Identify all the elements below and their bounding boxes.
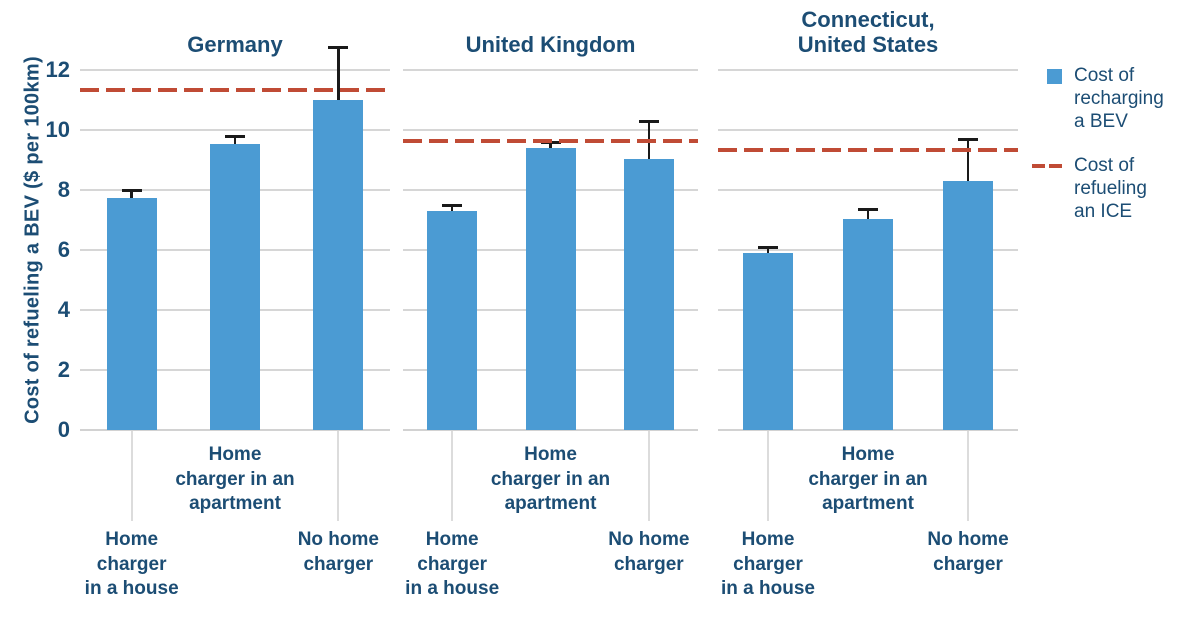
category-label: No home charger — [608, 529, 690, 575]
y-tick-label: 10 — [45, 117, 70, 142]
category-label: Home charger in an apartment — [175, 444, 295, 514]
ice-refuel-cost-line — [403, 138, 698, 143]
bev-cost-bar — [843, 218, 893, 430]
panel-title: Connecticut, United States — [797, 7, 939, 57]
bev-cost-bar — [943, 181, 993, 430]
bev-cost-bar — [106, 197, 157, 430]
x-axis-baseline — [80, 429, 390, 431]
legend: Cost of recharging a BEV Cost of refueli… — [1032, 64, 1200, 223]
error-bar-cap — [958, 137, 978, 141]
error-bar-stem — [233, 136, 237, 144]
bev-cost-bar — [525, 148, 576, 430]
category-tick — [647, 431, 650, 521]
error-bar-stem — [866, 209, 870, 219]
error-bar-cap — [121, 188, 142, 192]
y-tick-label: 4 — [57, 297, 70, 322]
error-bar-stem — [549, 142, 552, 148]
y-tick-label: 0 — [57, 417, 70, 442]
gridline — [403, 69, 698, 71]
legend-swatch-column — [1032, 154, 1062, 168]
error-bar-stem — [966, 139, 970, 181]
bev-cost-bar — [743, 253, 793, 430]
category-label: Home charger in an apartment — [808, 444, 928, 514]
category-tick — [967, 431, 969, 521]
category-tick — [767, 431, 769, 521]
legend-item-ice: Cost of refueling an ICE — [1032, 154, 1200, 223]
y-axis-ticks: 0 2 4 6 8 10 12 — [0, 0, 72, 628]
category-tick — [337, 431, 340, 521]
error-bar-stem — [766, 247, 770, 253]
panel-2: United Kingdom Home charger in an apartme… — [403, 0, 698, 628]
panel-title: Germany — [187, 32, 283, 57]
gridline — [80, 129, 390, 131]
category-tick — [130, 431, 133, 521]
error-bar-stem — [130, 190, 133, 198]
category-tick — [451, 431, 454, 521]
category-label: No home charger — [297, 529, 379, 575]
gridline — [718, 69, 1018, 71]
gridline — [403, 129, 698, 131]
gridline — [718, 189, 1018, 191]
bev-cost-bar — [623, 158, 674, 430]
gridline — [718, 129, 1018, 131]
error-bar-stem — [337, 47, 340, 100]
error-bar-cap — [858, 208, 878, 211]
y-tick-label: 2 — [57, 357, 70, 382]
error-bar-stem — [450, 205, 454, 211]
panel-1: Germany Home charger in an apartment Home … — [80, 0, 390, 628]
x-axis-baseline — [403, 429, 698, 431]
error-bar-cap — [758, 245, 778, 249]
category-label: Home charger in a house — [405, 529, 500, 599]
bev-cost-bar — [210, 143, 260, 430]
error-bar-cap — [638, 119, 659, 123]
ice-refuel-cost-line — [718, 147, 1018, 152]
gridline — [80, 69, 390, 71]
error-bar-cap — [225, 134, 245, 138]
y-tick-label: 8 — [57, 177, 70, 202]
x-axis-baseline — [718, 429, 1018, 431]
ice-refuel-cost-line — [80, 87, 390, 92]
bev-cost-bar — [427, 211, 478, 430]
bev-cost-bar — [313, 100, 364, 430]
panel-title: United Kingdom — [465, 32, 636, 57]
y-tick-label: 12 — [45, 57, 70, 82]
legend-item-bev: Cost of recharging a BEV — [1032, 64, 1200, 133]
legend-label-bev: Cost of recharging a BEV — [1074, 65, 1164, 132]
error-bar-cap — [328, 46, 349, 49]
legend-swatch-column — [1032, 64, 1062, 84]
y-tick-label: 6 — [57, 237, 70, 262]
category-label: Home charger in an apartment — [490, 444, 611, 514]
panel-3: Connecticut, United States Home charger i… — [718, 0, 1018, 628]
ice-dashed-line-swatch-icon — [1032, 164, 1062, 168]
category-label: Home charger in a house — [84, 529, 179, 599]
legend-label-ice: Cost of refueling an ICE — [1074, 155, 1147, 222]
bev-bar-swatch-icon — [1047, 69, 1062, 84]
category-label: No home charger — [927, 529, 1009, 575]
error-bar-cap — [442, 203, 463, 207]
category-label: Home charger in a house — [721, 529, 815, 599]
